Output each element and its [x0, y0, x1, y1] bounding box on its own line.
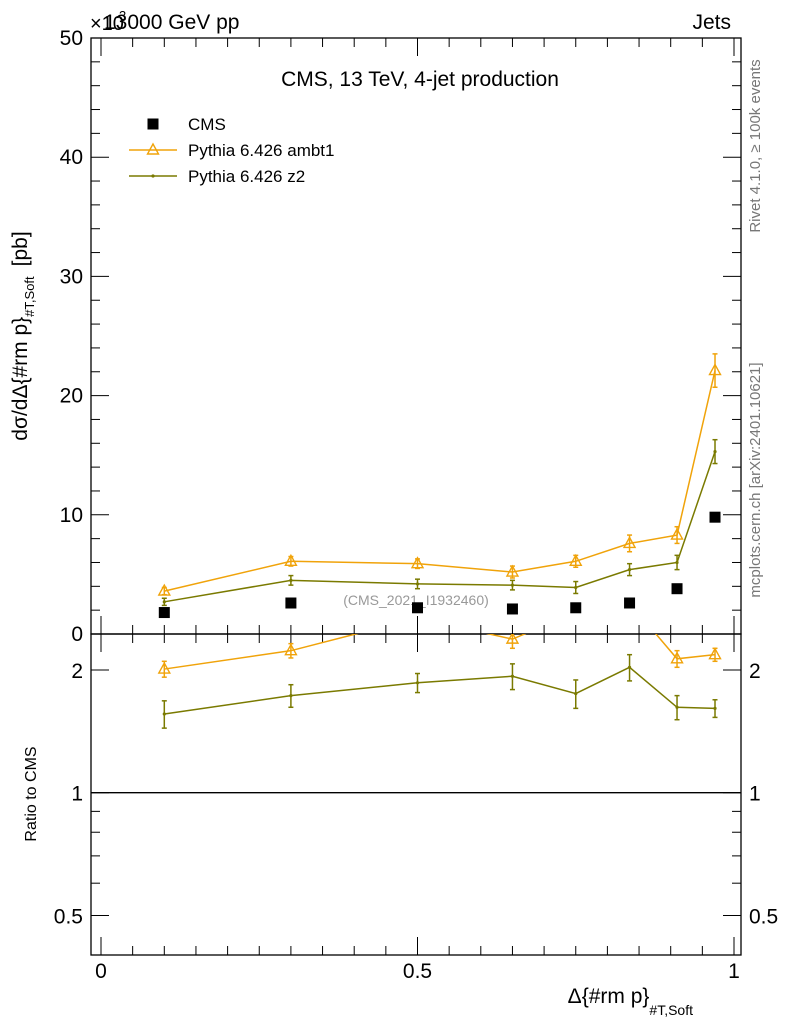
- ambt1-point: [622, 535, 637, 549]
- ratio-y-tick-label: 1: [71, 783, 83, 806]
- y-tick-label: 20: [60, 385, 83, 408]
- ratio-ambt1-point: [670, 651, 684, 664]
- y-tick-label: 10: [60, 504, 83, 527]
- main-panel: 0 10 20 30 40 50 CMS, 13 TeV, 4-jet productio…: [9, 27, 742, 646]
- z2-point: [510, 583, 515, 587]
- legend-marker: [147, 118, 159, 130]
- rivet-label: Rivet 4.1.0, ≥ 100k events: [747, 59, 764, 232]
- z2-point: [713, 450, 717, 454]
- ambt1-point: [505, 564, 520, 577]
- ratio-ambt1-point: [157, 661, 171, 674]
- legend-marker: [146, 142, 160, 155]
- z2-point: [162, 600, 166, 604]
- x-tick-label: 0.5: [403, 960, 432, 983]
- z2-series: [161, 438, 718, 607]
- y-axis-label: dσ/dΔ{#rm p}#T,Soft [pb]: [9, 231, 37, 440]
- legend-marker: [151, 174, 155, 178]
- z2-point: [415, 582, 420, 586]
- svg-text:dσ/dΔ{#rm p}#T,Soft[pb]: dσ/dΔ{#rm p}#T,Soft [pb]: [9, 231, 37, 440]
- ratio-ambt1-series: [157, 634, 722, 678]
- ratio-y-tick-label-right: 1: [749, 783, 761, 806]
- legend-label: Pythia 6.426 z2: [188, 167, 305, 186]
- main-title: CMS, 13 TeV, 4-jet production: [281, 68, 559, 91]
- y-axis-label-sub: #T,Soft: [22, 276, 37, 317]
- y-tick-label: 30: [60, 265, 83, 288]
- legend-item: Pythia 6.426 ambt1: [129, 141, 334, 160]
- ratio-z2-point: [289, 694, 293, 698]
- ambt1-point: [670, 527, 684, 540]
- ambt1-point: [410, 556, 425, 569]
- legend-label: CMS: [188, 115, 226, 134]
- y-tick-label: 40: [60, 146, 83, 169]
- cms-point: [570, 602, 582, 614]
- ratio-panel: 0.5 0.5 1 1 2 2 0 0.5 1 Ratio to CMS: [23, 633, 778, 983]
- cms-point: [709, 511, 721, 523]
- ratio-z2-point: [675, 705, 679, 709]
- z2-point: [289, 578, 293, 582]
- x-tick-label: 1: [728, 960, 740, 983]
- ratio-y-tick-label-right: 0.5: [749, 905, 778, 928]
- ratio-z2-line: [164, 666, 716, 715]
- ratio-ambt1-point: [284, 643, 298, 656]
- ratio-ambt1-point: [505, 634, 520, 644]
- ratio-z2-point: [510, 674, 515, 678]
- y-axis-label-unit: [pb]: [9, 231, 32, 266]
- x-tick-label: 0: [95, 960, 107, 983]
- y-tick-label: 50: [60, 27, 83, 50]
- ratio-ambt1-line: [164, 634, 716, 670]
- ratio-frame: [90, 633, 742, 956]
- ratio-z2-point: [162, 712, 166, 716]
- cms-point: [506, 603, 518, 615]
- ambt1-point: [284, 553, 298, 566]
- ratio-z2-point: [574, 691, 578, 696]
- cms-point: [624, 597, 636, 609]
- header-left-label: 13000 GeV pp: [104, 11, 239, 34]
- legend-item: CMS: [147, 115, 226, 134]
- ambt1-series: [157, 353, 722, 596]
- cms-point: [412, 602, 423, 614]
- y-scale-exponent: ×10 3: [90, 8, 126, 35]
- y-scale-exponent-power: 3: [119, 8, 126, 23]
- x-axis-label: Δ{#rm p}#T,Soft: [568, 985, 693, 1018]
- legend-item: Pythia 6.426 z2: [129, 167, 305, 186]
- cms-point: [671, 583, 683, 595]
- ratio-z2-series: [161, 653, 718, 729]
- y-tick-label: 0: [71, 623, 83, 646]
- header-right-label: Jets: [692, 11, 731, 34]
- x-axis-label-main: Δ{#rm p}: [568, 985, 650, 1008]
- z2-point: [675, 560, 679, 565]
- mcplots-label: mcplots.cern.ch [arXiv:2401.10621]: [747, 362, 764, 597]
- x-axis-label-sub: #T,Soft: [649, 1002, 693, 1018]
- ambt1-point: [569, 553, 583, 566]
- ratio-y-tick-label-right: 2: [749, 660, 761, 683]
- z2-line: [164, 451, 716, 603]
- legend: CMS Pythia 6.426 ambt1 Pythia 6.426 z2: [129, 115, 334, 186]
- legend-label: Pythia 6.426 ambt1: [188, 141, 334, 160]
- ratio-y-tick-label: 2: [71, 660, 83, 683]
- ratio-z2-point: [713, 706, 717, 710]
- ambt1-line: [164, 370, 716, 592]
- cms-point: [158, 607, 170, 619]
- ratio-y-tick-label: 0.5: [54, 905, 83, 928]
- ratio-y-axis-label: Ratio to CMS: [23, 746, 40, 841]
- watermark-label: (CMS_2021_I1932460): [343, 592, 489, 608]
- cms-series: [158, 511, 721, 619]
- ambt1-point: [708, 363, 722, 376]
- z2-point: [627, 568, 632, 572]
- ratio-ambt1-point: [708, 647, 722, 660]
- y-scale-exponent-base: ×10: [90, 13, 124, 35]
- z2-point: [574, 585, 578, 590]
- ratio-z2-point: [627, 665, 632, 669]
- ratio-z2-point: [415, 681, 420, 685]
- y-axis-label-main: dσ/dΔ{#rm p}: [9, 317, 32, 441]
- ambt1-point: [157, 583, 171, 596]
- cms-point: [285, 597, 297, 609]
